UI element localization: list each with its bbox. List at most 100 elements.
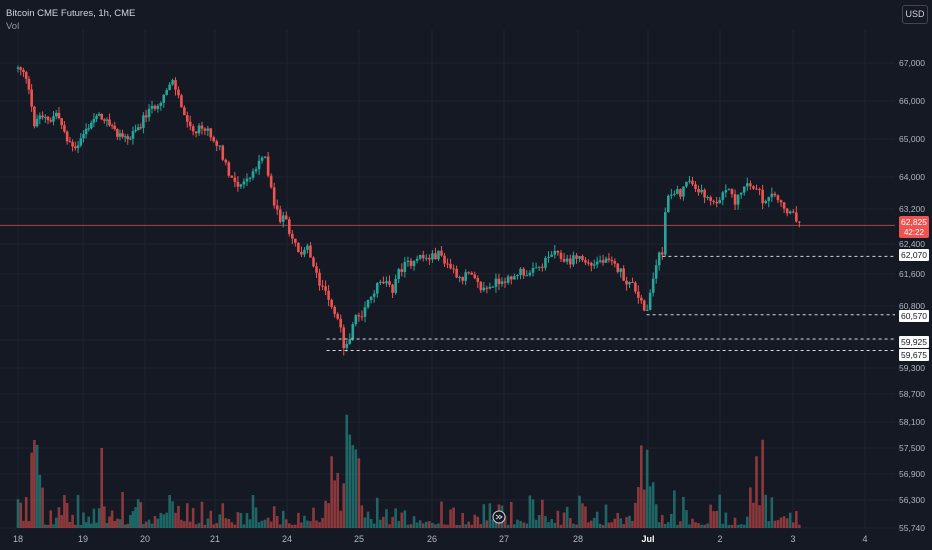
candle <box>257 154 261 175</box>
volume-bar <box>131 511 135 528</box>
candle <box>592 259 596 270</box>
scroll-to-realtime-icon[interactable] <box>492 510 506 524</box>
candle-body <box>360 316 364 318</box>
volume-bar <box>212 524 216 528</box>
volume-bar <box>706 523 709 528</box>
volume-bar <box>467 521 471 528</box>
currency-button[interactable]: USD <box>902 5 928 24</box>
candle <box>284 211 288 220</box>
candle-body <box>269 175 273 188</box>
candle <box>230 175 234 179</box>
volume-bar <box>625 517 628 528</box>
candle <box>288 216 291 237</box>
candle <box>203 127 207 136</box>
volume-bar <box>245 513 249 528</box>
candle-body <box>667 195 670 213</box>
candle-body <box>736 194 740 205</box>
level-price-label-bg <box>899 310 929 322</box>
volume-bar <box>191 507 195 528</box>
volume-bar <box>642 489 646 528</box>
x-tick-label: 20 <box>140 534 150 544</box>
volume-bar <box>679 521 682 528</box>
volume-bar <box>269 521 273 528</box>
candle <box>565 254 569 265</box>
candle <box>379 279 382 286</box>
volume-bar <box>24 497 28 528</box>
candle <box>531 262 535 277</box>
volume-bar <box>230 522 234 528</box>
volume-bar <box>700 524 703 528</box>
candle <box>24 70 28 84</box>
volume-bar <box>795 511 798 528</box>
candle-body <box>553 250 557 255</box>
volume-bar <box>242 524 246 528</box>
candle-body <box>379 281 382 283</box>
candle-body <box>562 258 566 262</box>
candle-body <box>645 309 649 311</box>
volume-bar <box>598 523 602 528</box>
x-tick-label: 2 <box>717 534 722 544</box>
candle <box>372 290 376 303</box>
candle-body <box>22 69 25 73</box>
volume-bar <box>461 512 464 528</box>
candle-body <box>770 193 774 198</box>
candle-body <box>82 134 85 139</box>
candle-body <box>559 252 563 259</box>
y-tick-label: 59,300 <box>899 363 925 373</box>
candle-body <box>779 200 783 203</box>
candle <box>168 81 171 91</box>
candle <box>309 241 312 258</box>
candle-body <box>467 272 471 274</box>
candle <box>382 276 385 285</box>
x-tick-label: 26 <box>427 534 437 544</box>
candle <box>482 281 486 292</box>
candle <box>776 194 780 204</box>
volume-bar <box>544 516 547 528</box>
volume-bar <box>248 519 252 528</box>
candle-body <box>688 180 691 182</box>
candle <box>330 298 333 310</box>
volume-bar <box>54 517 58 528</box>
candle-body <box>327 290 330 300</box>
y-tick-label: 63,200 <box>899 204 925 214</box>
candle-body <box>312 257 315 267</box>
candle-body <box>165 90 168 95</box>
volume-bar <box>92 508 96 528</box>
candle-body <box>92 118 96 123</box>
candle <box>764 199 767 205</box>
candle <box>761 184 764 210</box>
candle <box>464 269 467 286</box>
volume-bar <box>366 511 370 528</box>
candle-body <box>215 141 219 146</box>
volume-bar <box>587 522 590 528</box>
volume-bar <box>372 523 376 528</box>
candle <box>773 191 777 198</box>
candle-body <box>330 299 333 307</box>
candle-body <box>607 258 611 260</box>
volume-bar <box>291 524 294 528</box>
y-tick-label: 60,800 <box>899 301 925 311</box>
candle <box>634 281 637 294</box>
volume-bar <box>121 491 124 528</box>
volume-bar <box>391 516 394 528</box>
volume-bar <box>470 524 474 528</box>
candle <box>281 211 285 228</box>
candle <box>35 114 39 128</box>
candle-body <box>660 252 664 255</box>
candle-body <box>41 115 44 118</box>
volume-bar <box>375 497 379 528</box>
volume-bar <box>200 501 204 528</box>
candle <box>239 183 243 189</box>
candle-body <box>68 141 72 143</box>
candle-body <box>33 106 36 127</box>
candle <box>84 123 88 139</box>
volume-bar <box>345 414 349 528</box>
candle <box>506 274 510 285</box>
candle <box>266 151 270 178</box>
price-axis: 55,740 56,300 56,900 57,500 58,100 58,700 59,3… <box>899 58 925 533</box>
candle <box>660 247 664 261</box>
volume-bar <box>142 524 145 528</box>
candle <box>467 271 471 275</box>
candle-body <box>113 125 117 130</box>
